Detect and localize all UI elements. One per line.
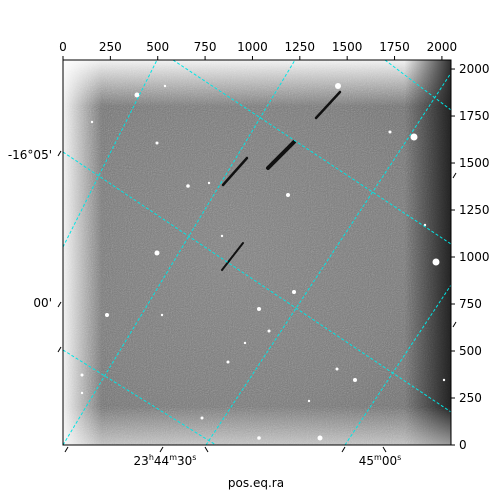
- ra-tick: [204, 446, 209, 453]
- star: [317, 435, 323, 441]
- star: [134, 92, 140, 98]
- dec-tick: [57, 301, 62, 308]
- star: [335, 83, 341, 89]
- y-tick-label: 1750: [459, 109, 490, 123]
- ra-label-1: 23h44m30s: [134, 453, 197, 468]
- star: [423, 223, 427, 227]
- x-axis-title: pos.eq.ra: [228, 476, 284, 490]
- star: [80, 391, 84, 395]
- ra-tick: [341, 446, 346, 453]
- y-tick-label: 1250: [459, 203, 490, 217]
- x-tick-label: 1500: [332, 40, 363, 54]
- streak-2: [221, 156, 249, 187]
- x-tick-label: 2000: [427, 40, 458, 54]
- star: [155, 141, 159, 145]
- y-tick-label: 1500: [459, 156, 490, 170]
- star: [186, 184, 190, 188]
- star: [163, 84, 167, 88]
- ra-label-2: 45m00s: [359, 453, 402, 468]
- dec-label-2: 00': [33, 296, 52, 310]
- streak-3: [314, 90, 342, 120]
- star: [432, 258, 440, 266]
- dec-tick: [452, 321, 457, 328]
- star: [154, 250, 160, 256]
- star: [307, 399, 311, 403]
- y-tick-label: 0: [459, 438, 467, 452]
- wcs-grid-line: [63, 349, 217, 445]
- star: [286, 193, 290, 197]
- star: [220, 234, 224, 238]
- dec-label-1: -16°05': [8, 148, 52, 162]
- dec-tick: [452, 172, 457, 179]
- wcs-grid: [63, 60, 451, 445]
- streak-1: [266, 140, 296, 170]
- streak-4: [221, 242, 244, 271]
- ra-tick: [159, 446, 164, 453]
- star: [105, 313, 109, 317]
- star: [226, 360, 230, 364]
- wcs-grid-line: [384, 60, 451, 111]
- star: [388, 130, 392, 134]
- star: [353, 378, 357, 382]
- x-tick-label: 0: [59, 40, 67, 54]
- y-pixel-axis-right: 0 250 500 750 1000 1250 1500 1750 2000: [451, 62, 490, 452]
- streaks: [221, 90, 342, 271]
- y-tick-label: 500: [459, 344, 482, 358]
- wcs-grid-line: [63, 151, 451, 413]
- star: [160, 313, 164, 317]
- y-tick-label: 750: [459, 297, 482, 311]
- wcs-grid-line: [172, 60, 451, 245]
- image-edge-bottom: [63, 60, 451, 445]
- star: [243, 341, 247, 345]
- wcs-grid-line: [205, 72, 451, 445]
- star: [335, 367, 339, 371]
- dec-tick: [57, 150, 62, 157]
- x-tick-label: 500: [146, 40, 169, 54]
- world-ticks: [57, 150, 457, 453]
- star: [257, 436, 261, 440]
- y-tick-label: 250: [459, 391, 482, 405]
- stars: [80, 83, 446, 441]
- ra-tick: [64, 446, 69, 453]
- image-panel: [63, 60, 451, 445]
- star: [257, 307, 261, 311]
- ra-tick: [382, 446, 387, 453]
- x-tick-label: 750: [194, 40, 217, 54]
- star: [207, 181, 211, 185]
- x-tick-label: 250: [99, 40, 122, 54]
- star: [90, 120, 94, 124]
- x-tick-label: 1250: [285, 40, 316, 54]
- star: [292, 290, 296, 294]
- star: [80, 373, 84, 377]
- plot-frame: [62, 59, 452, 446]
- star: [442, 378, 446, 382]
- x-pixel-axis-top: 0 250 500 750 1000 1250 1500 1750 2000: [59, 40, 457, 60]
- star: [410, 133, 418, 141]
- dec-tick: [57, 346, 62, 353]
- y-tick-label: 2000: [459, 62, 490, 76]
- star: [267, 329, 271, 333]
- star: [200, 416, 204, 420]
- x-tick-label: 1000: [237, 40, 268, 54]
- x-tick-label: 1750: [379, 40, 410, 54]
- y-tick-label: 1000: [459, 250, 490, 264]
- wcs-grid-line: [344, 284, 451, 445]
